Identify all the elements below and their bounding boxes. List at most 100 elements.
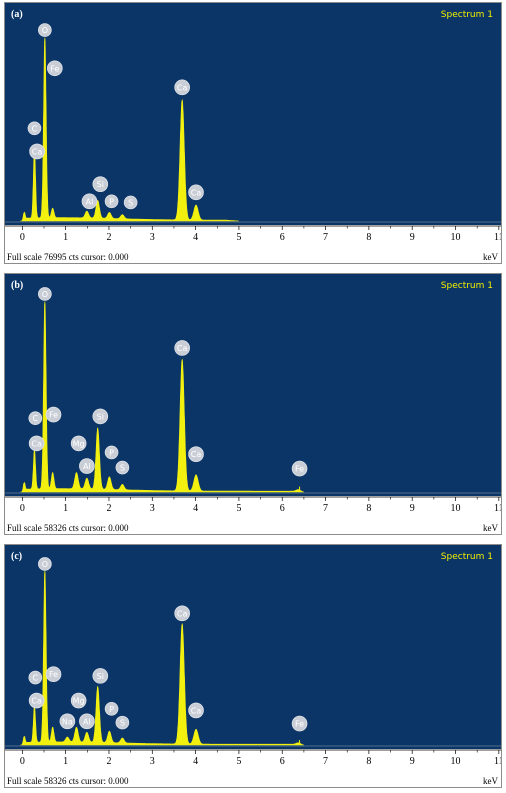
x-tick-label: 8 [366, 232, 371, 243]
element-label-text: Na [62, 717, 73, 726]
element-label-bubble [70, 692, 87, 709]
x-tick-label: 11 [494, 503, 501, 514]
element-label-text: Ca [32, 147, 43, 156]
element-label: Ca [188, 184, 204, 201]
element-label-bubble [28, 670, 43, 685]
spectrum-panel-a: O Fe C Ca Al Si P S Ca Ca (a) Spectrum 1 0 1 2 3 4 5 6 7 8 9 1… [4, 2, 502, 264]
element-label-bubble [59, 713, 76, 730]
element-label-text: Ca [191, 706, 202, 715]
element-label-bubble [174, 340, 190, 356]
element-label-text: O [42, 26, 48, 35]
element-label-bubble [29, 143, 45, 160]
element-label-text: Mg [73, 697, 85, 706]
element-label: O [38, 287, 52, 301]
element-label-bubble [92, 408, 109, 425]
element-label: C [28, 411, 43, 425]
element-label: Ca [28, 692, 45, 709]
element-label-text: S [128, 198, 133, 207]
x-tick-label: 8 [366, 503, 371, 514]
element-label-bubble [45, 666, 62, 683]
element-label: Fe [47, 60, 63, 77]
element-label: C [27, 121, 42, 136]
element-label-bubble [79, 713, 95, 730]
element-label: P [104, 701, 119, 716]
element-label-text: Fe [295, 465, 304, 474]
element-label-bubble [291, 460, 308, 477]
panel-label: (c) [11, 551, 22, 562]
x-tick-label: 0 [20, 756, 25, 767]
element-label: Al [79, 713, 95, 730]
x-tick-label: 2 [106, 503, 111, 514]
element-label: Fe [291, 715, 308, 732]
element-label: Ca [174, 79, 190, 96]
element-label: Si [92, 668, 109, 684]
element-label-bubble [28, 692, 45, 709]
x-tick-label: 10 [451, 232, 461, 243]
element-label-bubble [104, 701, 119, 716]
x-tick-label: 2 [106, 232, 111, 243]
element-label: Ca [28, 435, 45, 452]
spectrum-area [20, 301, 304, 493]
element-label: Na [59, 713, 76, 730]
element-label-bubble [28, 411, 43, 425]
x-tick-label: 6 [280, 756, 285, 767]
x-tick-label: 7 [323, 756, 328, 767]
element-label-text: Ca [31, 697, 42, 706]
element-label: O [38, 23, 52, 37]
panel-label: (a) [11, 9, 23, 20]
element-label-text: Fe [295, 720, 304, 729]
x-tick-label: 1 [63, 756, 68, 767]
element-label-text: Fe [49, 411, 58, 420]
x-tick-label: 7 [323, 232, 328, 243]
element-label: Si [92, 408, 109, 425]
element-label-bubble [104, 194, 119, 209]
x-tick-label: 5 [236, 232, 241, 243]
x-tick-label: 2 [106, 756, 111, 767]
element-label-text: Mg [73, 439, 85, 448]
element-label-bubble [115, 715, 130, 730]
spectrum-series [20, 301, 304, 493]
status-line: Full scale 58326 cts cursor: 0.000 [7, 776, 129, 786]
plot-background [5, 274, 501, 496]
x-tick-label: 6 [280, 503, 285, 514]
x-tick-label: 1 [63, 232, 68, 243]
spectrum-area [20, 570, 304, 746]
element-label: Fe [291, 460, 308, 477]
x-tick-label: 10 [451, 756, 461, 767]
element-label-text: Ca [177, 83, 188, 92]
element-label-text: Si [97, 180, 104, 189]
x-tick-label: 9 [410, 756, 415, 767]
element-label-text: O [42, 560, 48, 569]
element-label: Fe [45, 406, 62, 423]
element-label-text: Fe [50, 64, 59, 73]
element-label-bubble [188, 702, 204, 719]
element-label: S [115, 460, 130, 475]
element-label-bubble [174, 605, 190, 622]
element-label-bubble [188, 446, 204, 462]
element-label-bubble [79, 458, 95, 474]
status-line: Full scale 76995 cts cursor: 0.000 [7, 252, 129, 262]
element-label-text: Ca [31, 439, 42, 448]
element-label-bubble [45, 406, 62, 423]
legend-label: Spectrum 1 [441, 281, 493, 291]
element-label-text: C [33, 674, 39, 683]
panel-label: (b) [11, 280, 23, 291]
element-label-text: C [32, 124, 38, 133]
x-tick-label: 11 [494, 232, 501, 243]
element-label: Ca [29, 143, 45, 160]
element-label-text: Si [97, 412, 104, 421]
element-label: Al [79, 458, 95, 474]
element-label: C [28, 670, 43, 685]
element-label: Si [92, 176, 109, 192]
spectrum-series [20, 37, 239, 222]
element-label-text: Al [83, 717, 91, 726]
spectrum-panel-c: O C Fe Ca Mg Si Na Al P S Ca Ca Fe (c) Spectrum 1 0 1 2 3 4… [4, 544, 502, 788]
element-label-bubble [92, 176, 109, 192]
element-label-bubble [27, 121, 42, 136]
x-unit-label: keV [483, 523, 498, 533]
element-label: Fe [45, 666, 62, 683]
x-tick-label: 4 [193, 232, 198, 243]
element-label: O [38, 557, 52, 571]
x-tick-label: 10 [451, 503, 461, 514]
